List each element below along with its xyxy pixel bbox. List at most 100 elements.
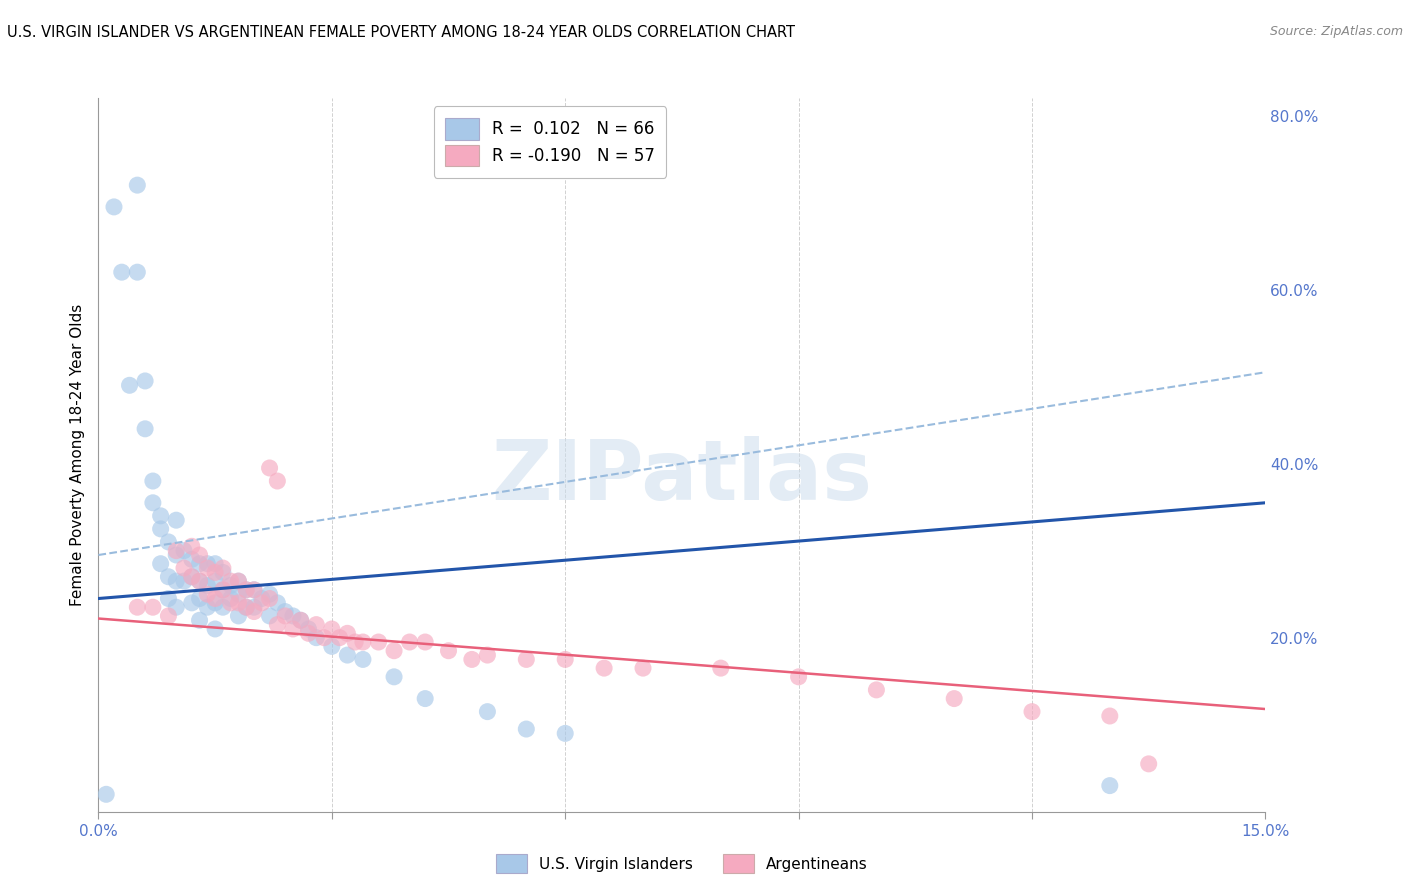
Point	[188, 591, 211, 606]
Point	[352, 652, 374, 666]
Point	[1098, 779, 1121, 793]
Point	[266, 474, 288, 488]
Point	[188, 613, 211, 627]
Point	[477, 648, 499, 662]
Point	[212, 566, 235, 580]
Point	[212, 600, 235, 615]
Point	[204, 596, 226, 610]
Point	[180, 596, 202, 610]
Point	[195, 600, 218, 615]
Point	[259, 587, 281, 601]
Point	[188, 574, 211, 588]
Point	[1021, 705, 1043, 719]
Point	[297, 626, 319, 640]
Point	[212, 582, 235, 597]
Text: U.S. VIRGIN ISLANDER VS ARGENTINEAN FEMALE POVERTY AMONG 18-24 YEAR OLDS CORRELA: U.S. VIRGIN ISLANDER VS ARGENTINEAN FEMA…	[7, 25, 794, 40]
Point	[1137, 756, 1160, 771]
Point	[204, 557, 226, 571]
Point	[165, 574, 187, 588]
Point	[477, 705, 499, 719]
Point	[134, 374, 156, 388]
Point	[710, 661, 733, 675]
Point	[321, 622, 343, 636]
Point	[165, 543, 187, 558]
Point	[195, 561, 218, 575]
Point	[118, 378, 141, 392]
Point	[204, 591, 226, 606]
Point	[274, 605, 297, 619]
Point	[157, 535, 180, 549]
Point	[157, 570, 180, 584]
Point	[228, 574, 250, 588]
Point	[515, 722, 537, 736]
Point	[180, 552, 202, 566]
Point	[142, 600, 165, 615]
Point	[865, 682, 887, 697]
Point	[228, 587, 250, 601]
Point	[195, 557, 218, 571]
Point	[228, 608, 250, 623]
Point	[266, 596, 288, 610]
Point	[352, 635, 374, 649]
Point	[461, 652, 484, 666]
Point	[96, 787, 118, 801]
Y-axis label: Female Poverty Among 18-24 Year Olds: Female Poverty Among 18-24 Year Olds	[69, 304, 84, 606]
Point	[127, 265, 149, 279]
Point	[149, 508, 172, 523]
Point	[219, 596, 242, 610]
Point	[243, 600, 266, 615]
Point	[413, 691, 436, 706]
Point	[259, 608, 281, 623]
Point	[127, 178, 149, 193]
Point	[195, 578, 218, 592]
Point	[266, 617, 288, 632]
Text: ZIPatlas: ZIPatlas	[492, 436, 872, 516]
Point	[142, 474, 165, 488]
Point	[165, 513, 187, 527]
Point	[228, 596, 250, 610]
Point	[204, 622, 226, 636]
Point	[204, 574, 226, 588]
Point	[515, 652, 537, 666]
Point	[235, 582, 257, 597]
Point	[336, 648, 359, 662]
Point	[149, 557, 172, 571]
Point	[631, 661, 654, 675]
Point	[157, 608, 180, 623]
Point	[235, 582, 257, 597]
Point	[290, 613, 312, 627]
Point	[787, 670, 810, 684]
Point	[259, 591, 281, 606]
Point	[219, 591, 242, 606]
Point	[173, 561, 195, 575]
Point	[593, 661, 616, 675]
Point	[173, 574, 195, 588]
Point	[188, 574, 211, 588]
Point	[344, 635, 367, 649]
Point	[554, 652, 576, 666]
Point	[312, 631, 335, 645]
Point	[281, 622, 304, 636]
Point	[250, 596, 273, 610]
Point	[1098, 709, 1121, 723]
Point	[437, 644, 460, 658]
Point	[142, 496, 165, 510]
Point	[219, 574, 242, 588]
Point	[367, 635, 389, 649]
Point	[103, 200, 125, 214]
Point	[259, 461, 281, 475]
Point	[157, 591, 180, 606]
Point	[243, 605, 266, 619]
Point	[228, 574, 250, 588]
Point	[165, 600, 187, 615]
Point	[212, 561, 235, 575]
Point	[212, 582, 235, 597]
Point	[382, 670, 405, 684]
Legend: U.S. Virgin Islanders, Argentineans: U.S. Virgin Islanders, Argentineans	[486, 845, 877, 882]
Point	[413, 635, 436, 649]
Point	[554, 726, 576, 740]
Point	[290, 613, 312, 627]
Point	[173, 543, 195, 558]
Point	[329, 631, 352, 645]
Point	[297, 622, 319, 636]
